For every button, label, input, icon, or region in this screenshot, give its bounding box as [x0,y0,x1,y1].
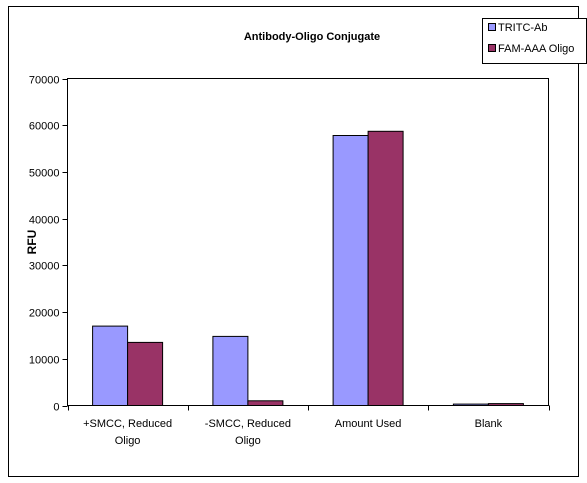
bar-tritc-ab-2 [332,135,369,406]
x-tick-label: -SMCC, Reduced [205,418,291,430]
bar-tritc-ab-0 [92,325,129,407]
legend-swatch-tritc-ab [488,23,496,31]
legend-label-fam-aaa-oligo: FAM-AAA Oligo [498,43,574,55]
x-tick-label: Oligo [115,435,141,447]
bar-tritc-ab-1 [212,335,249,406]
y-axis-label: RFU [25,230,39,255]
bar-tritc-ab-3 [452,403,489,407]
y-tick-label: 40000 [29,215,60,227]
y-tick-label: 30000 [29,261,60,273]
y-tick-label: 0 [53,402,59,414]
legend-label-tritc-ab: TRITC-Ab [498,22,548,34]
bar-fam-aaa-oligo-3 [487,403,524,407]
chart-title: Antibody-Oligo Conjugate [244,31,380,43]
y-tick-label: 60000 [29,121,60,133]
y-tick-label: 50000 [29,168,60,180]
legend-box [482,18,587,64]
x-tick-label: Blank [475,418,503,430]
x-axis: +SMCC, Reduced Oligo -SMCC, Reduced Oligo Am… [68,405,550,447]
bar-fam-aaa-oligo-1 [247,400,284,406]
y-tick-label: 10000 [29,355,60,367]
y-tick-label: 20000 [29,308,60,320]
x-tick-label: +SMCC, Reduced [83,418,172,430]
y-axis: 0 10000 20000 30000 40000 50000 60000 70000 [29,75,68,414]
bar-fam-aaa-oligo-2 [367,130,404,407]
legend-swatch-fam-aaa-oligo [488,44,496,52]
x-tick-label: Oligo [235,435,261,447]
bar-fam-aaa-oligo-0 [127,341,164,406]
legend: TRITC-Ab FAM-AAA Oligo [482,18,587,64]
bars [92,130,524,407]
y-tick-label: 70000 [29,75,60,87]
x-tick-label: Amount Used [335,418,402,430]
